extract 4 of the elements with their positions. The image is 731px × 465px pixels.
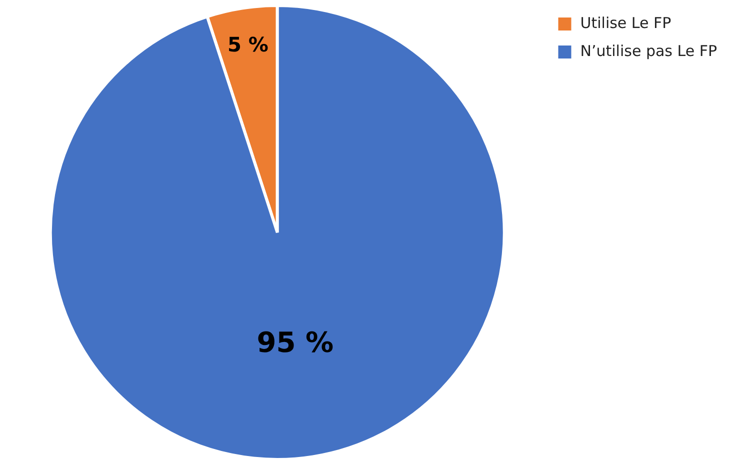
legend-label: Utilise Le FP (580, 14, 672, 32)
legend-label: N’utilise pas Le FP (580, 42, 718, 60)
data-label: 5 % (227, 32, 268, 57)
data-label: 95 % (256, 326, 334, 359)
